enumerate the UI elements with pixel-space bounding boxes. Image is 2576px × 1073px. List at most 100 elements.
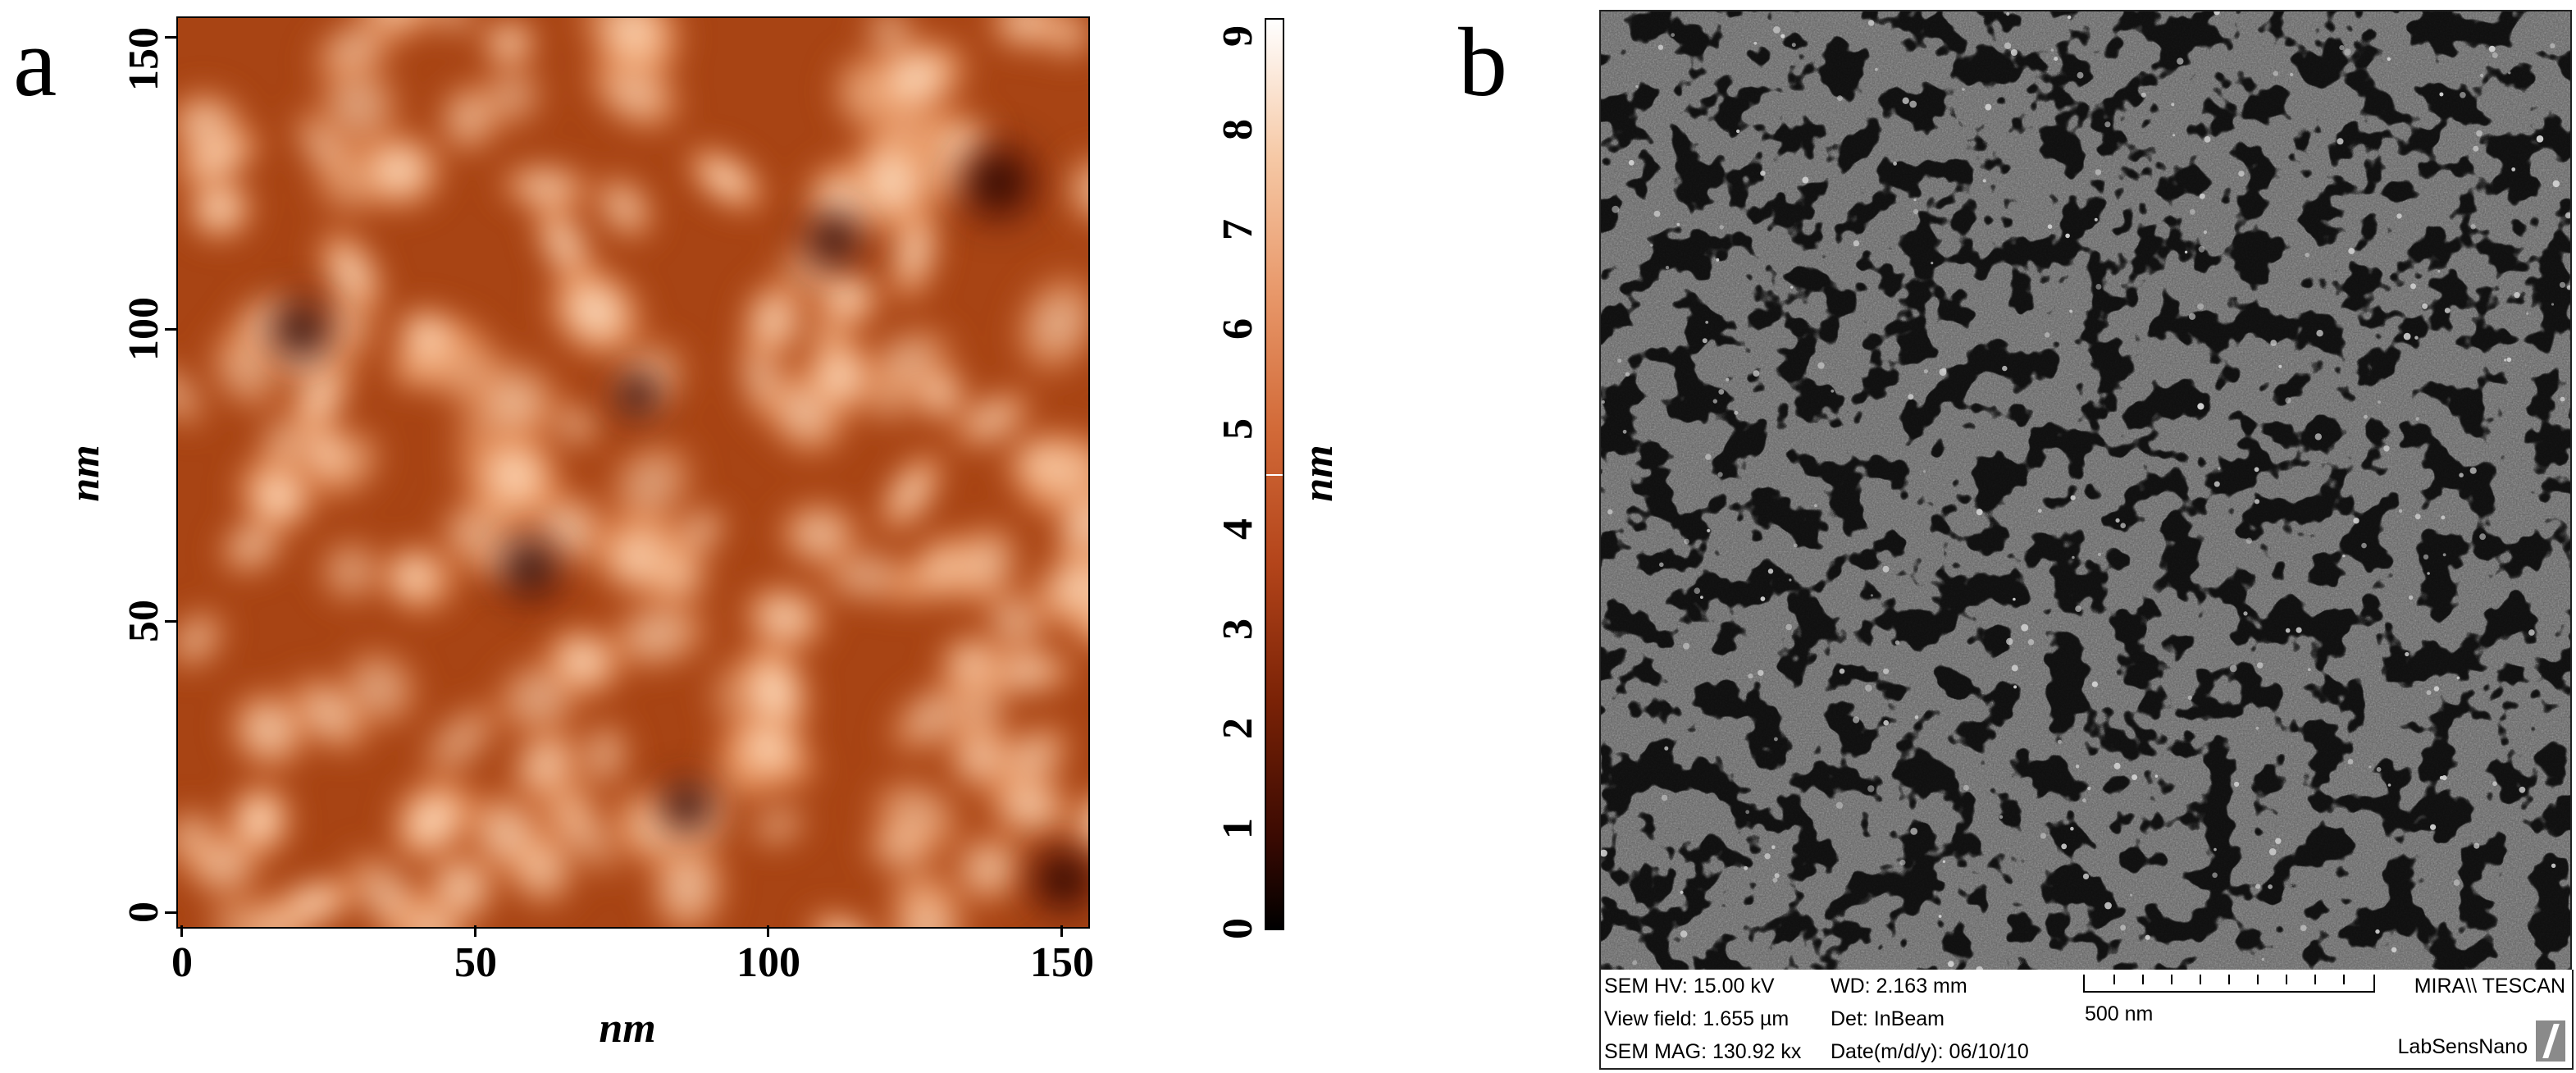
sem-particle: [1617, 358, 1622, 363]
sem-particle: [2300, 925, 2307, 932]
sem-particle: [2560, 396, 2565, 402]
sem-particle: [1923, 470, 1926, 473]
sem-particle: [1817, 362, 1825, 369]
scale-bar: [2083, 975, 2375, 993]
sem-particle: [2013, 597, 2016, 601]
sem-particle: [2285, 628, 2291, 633]
sem-particle: [2115, 518, 2120, 523]
afm-grain: [500, 823, 584, 915]
sem-particle: [1680, 890, 1684, 894]
sem-particle: [2075, 605, 2081, 612]
sem-particle: [2514, 292, 2520, 299]
afm-grain: [884, 190, 945, 314]
colorbar-tick-label-8: 8: [1215, 118, 1261, 140]
afm-grain: [946, 826, 1033, 911]
sem-particle: [1914, 715, 1919, 719]
scale-bar-tick: [2314, 975, 2316, 984]
sem-particle: [2214, 11, 2220, 16]
sem-particle: [2218, 467, 2221, 470]
colorbar-label: nm: [1295, 445, 1342, 502]
afm-grain: [567, 18, 691, 78]
sem-particle: [1635, 84, 1639, 88]
sem-particle: [1908, 394, 1914, 400]
sem-particle: [2565, 212, 2570, 219]
sem-particle: [1665, 266, 1670, 270]
sem-particle: [2422, 303, 2428, 309]
colorbar-tick-label-7: 7: [1215, 218, 1261, 240]
x-tick-label-150: 150: [1030, 939, 1094, 986]
sem-particle: [1653, 210, 1661, 217]
afm-pit: [481, 518, 580, 617]
sem-particle: [1875, 67, 1878, 71]
panel-b-letter: b: [1458, 7, 1507, 116]
afm-grain: [536, 781, 631, 886]
sem-particle: [1853, 240, 1860, 247]
sem-particle: [2082, 873, 2090, 879]
sem-particle: [2229, 664, 2237, 673]
sem-particle: [1982, 179, 1986, 183]
sem-particle: [1867, 20, 1875, 26]
sem-particle: [1837, 95, 1843, 102]
sem-particle: [1764, 853, 1771, 860]
y-axis-label: nm: [62, 445, 108, 502]
sem-particle: [2551, 863, 2556, 869]
afm-grain: [679, 140, 773, 217]
afm-grain: [388, 300, 469, 372]
sem-particle: [2378, 400, 2381, 404]
sem-particle: [2021, 623, 2029, 632]
panel-a-letter: a: [13, 7, 57, 116]
sem-particle: [2376, 767, 2382, 772]
sem-particle: [2006, 12, 2010, 16]
sem-particle: [1883, 668, 1890, 674]
sem-particle: [1760, 596, 1766, 601]
sem-particle: [2256, 662, 2264, 669]
sem-particle: [1870, 594, 1873, 597]
sem-particle: [2391, 947, 2397, 953]
colorbar-tick-label-4: 4: [1215, 518, 1261, 540]
afm-pit: [1014, 830, 1088, 927]
afm-grain: [178, 827, 271, 902]
sem-particle: [1774, 873, 1780, 879]
sem-particle: [2479, 73, 2484, 78]
sem-particle: [1684, 538, 1689, 545]
sem-particle: [1794, 543, 1798, 548]
sem-particle: [2430, 824, 2437, 830]
sem-particle: [2551, 303, 2555, 306]
x-tick-mark-100: [767, 925, 769, 937]
sem-particle: [2506, 357, 2512, 363]
sem-particle: [2410, 283, 2416, 290]
sem-particle: [2469, 467, 2477, 474]
x-tick-mark-50: [474, 925, 476, 937]
sem-particle: [2087, 787, 2091, 791]
scale-bar-tick: [2228, 975, 2230, 984]
sem-particle: [2273, 71, 2278, 76]
sem-micrograph: [1599, 10, 2572, 973]
afm-grain: [384, 772, 481, 870]
sem-particle: [1694, 587, 1701, 594]
sem-particle: [2075, 765, 2080, 769]
sem-particle: [2245, 537, 2252, 544]
sem-particle: [2285, 397, 2291, 404]
sem-particle: [2172, 134, 2176, 137]
sem-mag: SEM MAG: 130.92 kx: [1604, 1040, 1802, 1063]
afm-grain: [769, 494, 870, 574]
sem-particle: [2070, 495, 2076, 500]
colorbar-tick-label-3: 3: [1215, 618, 1261, 640]
afm-grain: [393, 888, 476, 927]
sem-particle: [1753, 370, 1760, 377]
sem-particle: [1962, 88, 1965, 91]
sem-particle: [1902, 97, 1909, 105]
afm-grain: [599, 430, 705, 536]
y-tick-mark-150: [165, 36, 176, 39]
sem-particle: [1736, 129, 1740, 134]
sem-particle: [2077, 71, 2084, 79]
sem-surface-image: [1601, 11, 2570, 971]
afm-grain: [982, 18, 1070, 57]
scale-bar-tick: [2286, 975, 2287, 984]
afm-grain: [995, 426, 1086, 497]
colorbar-tick-label-2: 2: [1215, 718, 1261, 740]
sem-particle: [1883, 719, 1889, 726]
colorbar-tick-label-5: 5: [1215, 418, 1261, 441]
sem-particle: [1913, 199, 1917, 202]
sem-particle: [2353, 518, 2359, 524]
